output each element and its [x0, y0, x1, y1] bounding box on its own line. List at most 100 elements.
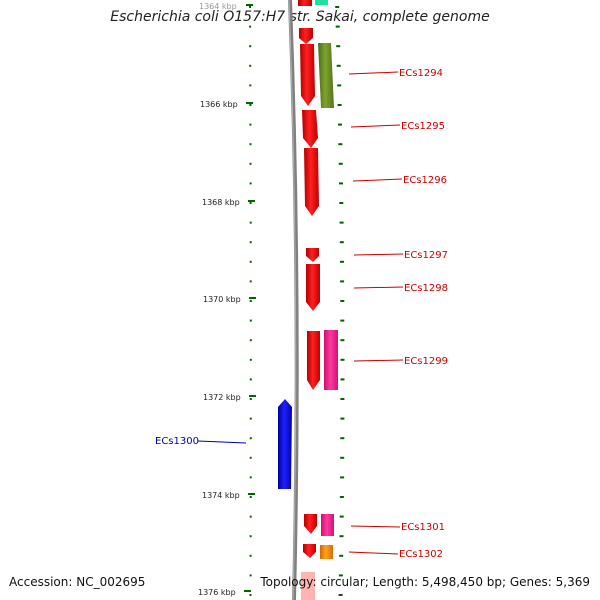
kbp-label-1376: 1376 kbp	[198, 588, 236, 597]
scale-tick	[249, 241, 252, 244]
scale-tick	[335, 6, 340, 8]
major-tick	[246, 102, 253, 104]
scale-tick	[249, 260, 252, 263]
scale-tick	[339, 182, 343, 185]
cog-block-pink	[324, 330, 338, 390]
feature-top-stub	[298, 0, 312, 6]
scale-tick	[249, 300, 252, 302]
cog-block-green	[318, 43, 334, 108]
scale-tick	[249, 45, 252, 48]
gene-label-ecs1302[interactable]: ECs1302	[399, 549, 443, 560]
gene-arrow-ecs1299[interactable]	[307, 331, 320, 390]
gene-label-ecs1296[interactable]: ECs1296	[403, 175, 447, 186]
scale-tick	[340, 437, 345, 440]
scale-tick	[339, 241, 344, 244]
scale-tick	[338, 162, 343, 165]
gene-label-ecs1295[interactable]: ECs1295	[401, 121, 445, 132]
scale-tick	[249, 25, 252, 28]
scale-tick	[249, 319, 252, 322]
scale-tick	[249, 515, 252, 518]
scale-tick	[249, 104, 252, 106]
scale-tick	[338, 123, 342, 126]
gene-label-ecs1300[interactable]: ECs1300	[155, 436, 199, 447]
scale-ticks-left	[249, 6, 252, 596]
cog-function-blocks	[318, 43, 338, 559]
scale-tick	[335, 25, 340, 28]
scale-tick	[336, 64, 341, 67]
gene-arrow-ecs1298[interactable]	[306, 264, 320, 311]
major-tick	[248, 200, 255, 202]
gene-arrow-ecs1297[interactable]	[306, 248, 319, 262]
scale-tick	[340, 456, 345, 459]
scale-tick	[249, 280, 252, 283]
scale-tick	[249, 574, 252, 577]
scale-tick	[340, 417, 345, 420]
scale-tick	[340, 300, 345, 302]
gene-arrow-ecs1302[interactable]	[303, 544, 316, 558]
gene-label-ecs1298[interactable]: ECs1298	[404, 283, 448, 294]
scale-tick	[249, 437, 252, 440]
scale-tick	[340, 378, 345, 381]
scale-tick	[249, 162, 252, 165]
scale-tick	[339, 202, 344, 204]
gene-label-ecs1297[interactable]: ECs1297	[404, 250, 448, 261]
kbp-label-1366: 1366 kbp	[200, 100, 238, 109]
accession-info: Accession: NC_002695	[9, 575, 146, 589]
kbp-axis-labels: 1364 kbp 1366 kbp 1368 kbp 1370 kbp 1372…	[198, 2, 241, 597]
scale-tick	[339, 554, 344, 557]
scale-tick	[340, 358, 345, 361]
scale-tick	[249, 358, 252, 361]
leader-ecs1297	[353, 253, 404, 256]
scale-tick	[339, 496, 344, 498]
gene-label-ecs1294[interactable]: ECs1294	[399, 68, 443, 79]
scale-tick	[249, 143, 252, 146]
gene-arrow-ecs1294[interactable]	[300, 44, 315, 106]
topology-info: Topology: circular; Length: 5,498,450 bp…	[260, 575, 590, 589]
scale-tick	[339, 515, 344, 518]
gene-label-ecs1299[interactable]: ECs1299	[404, 356, 448, 367]
map-title: Escherichia coli O157:H7 str. Sakai, com…	[110, 9, 490, 25]
scale-tick	[249, 496, 252, 498]
scale-tick	[249, 535, 252, 538]
gene-arrow-post[interactable]	[301, 572, 315, 600]
gene-arrow-ecs1300[interactable]	[278, 399, 292, 489]
scale-tick	[340, 319, 345, 322]
scale-ticks-right	[335, 6, 345, 596]
scale-tick	[337, 84, 342, 87]
kbp-label-1374: 1374 kbp	[202, 491, 240, 500]
major-tick	[249, 297, 256, 299]
leader-ecs1302	[348, 551, 399, 555]
scale-tick	[249, 182, 252, 185]
gene-label-ecs1301[interactable]: ECs1301	[401, 522, 445, 533]
gene-arrow-ecs1301[interactable]	[304, 514, 317, 534]
scale-tick	[249, 64, 252, 67]
gene-label-lines	[197, 71, 404, 555]
leader-ecs1296	[352, 178, 403, 182]
major-tick	[249, 395, 256, 397]
kbp-major-ticks	[244, 4, 256, 592]
kbp-label-1364: 1364 kbp	[199, 2, 237, 11]
leader-ecs1300	[197, 440, 247, 444]
scale-tick	[249, 84, 252, 87]
scale-tick	[338, 574, 343, 577]
scale-tick	[249, 476, 252, 479]
gene-arrow-ecs1296[interactable]	[304, 148, 319, 216]
scale-tick	[340, 398, 345, 400]
cog-block-pink-2	[321, 514, 334, 536]
leader-ecs1299	[353, 359, 404, 362]
kbp-label-1372: 1372 kbp	[203, 393, 241, 402]
leader-ecs1301	[350, 525, 401, 528]
scale-tick	[249, 6, 251, 8]
gene-arrow-pre[interactable]	[299, 28, 313, 44]
scale-tick	[249, 123, 252, 126]
scale-tick	[340, 339, 345, 342]
scale-tick	[336, 45, 341, 48]
scale-tick	[249, 398, 252, 400]
gene-arrow-ecs1295[interactable]	[302, 110, 318, 148]
kbp-label-1370: 1370 kbp	[203, 295, 241, 304]
genome-backbone	[288, 0, 299, 600]
scale-tick	[337, 104, 342, 106]
scale-tick	[249, 378, 252, 381]
leader-ecs1295	[350, 124, 401, 128]
